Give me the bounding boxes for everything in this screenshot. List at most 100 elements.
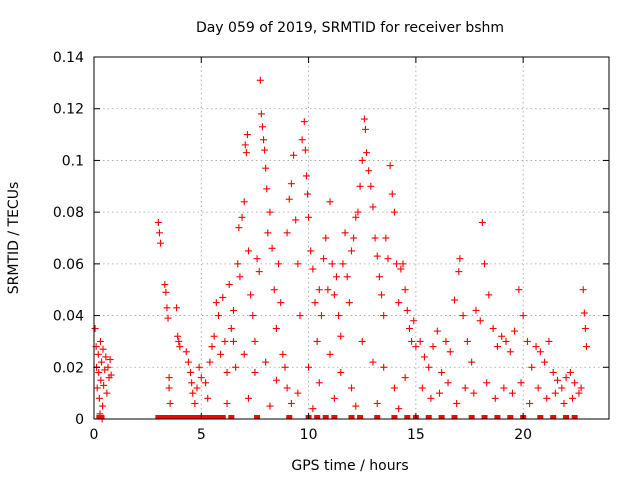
data-point xyxy=(508,389,516,397)
data-point xyxy=(361,125,369,133)
data-point xyxy=(219,293,227,301)
data-point xyxy=(328,260,336,268)
data-point xyxy=(358,337,366,345)
data-point xyxy=(427,394,435,402)
data-point xyxy=(416,337,424,345)
zero-data-point xyxy=(165,415,172,419)
data-point xyxy=(332,273,340,281)
data-point xyxy=(560,399,568,407)
zero-data-point xyxy=(210,415,217,419)
plot-frame xyxy=(93,56,610,420)
data-point xyxy=(554,376,561,384)
data-point xyxy=(326,198,334,206)
data-point xyxy=(444,379,452,387)
data-point xyxy=(238,213,246,221)
data-point xyxy=(256,76,264,84)
data-point xyxy=(580,309,588,317)
data-point xyxy=(386,162,394,170)
data-point xyxy=(296,312,304,320)
data-point xyxy=(425,363,433,371)
data-point xyxy=(502,337,510,345)
data-point xyxy=(401,374,409,382)
data-point xyxy=(433,327,441,335)
data-point xyxy=(100,381,108,389)
data-point xyxy=(263,185,271,193)
zero-data-point xyxy=(425,415,432,419)
data-point xyxy=(343,273,351,281)
data-point xyxy=(164,314,172,322)
data-point xyxy=(95,368,103,376)
data-point xyxy=(455,268,463,276)
data-point xyxy=(242,149,250,157)
data-point xyxy=(298,136,306,144)
data-point xyxy=(569,394,577,402)
data-point xyxy=(317,312,325,320)
data-point xyxy=(459,312,467,320)
data-point xyxy=(174,332,182,340)
zero-data-point xyxy=(254,415,261,419)
zero-data-point xyxy=(161,415,168,419)
y-tick-label: 0.14 xyxy=(53,50,84,66)
zero-data-point xyxy=(322,415,329,419)
data-point xyxy=(481,260,489,268)
zero-data-point xyxy=(391,415,398,419)
zero-data-point xyxy=(168,415,175,419)
data-point xyxy=(206,358,214,366)
data-point xyxy=(558,384,566,392)
zero-data-point xyxy=(537,415,544,419)
data-point xyxy=(335,312,343,320)
y-tick-label: 0.1 xyxy=(62,153,84,169)
data-point xyxy=(476,317,484,325)
data-point xyxy=(165,384,173,392)
zero-data-point xyxy=(438,415,445,419)
zero-data-point xyxy=(98,415,105,419)
data-point xyxy=(367,182,375,190)
zero-data-point xyxy=(404,415,411,419)
data-point xyxy=(420,353,428,361)
data-point xyxy=(240,350,248,358)
data-point xyxy=(272,376,280,384)
data-point xyxy=(227,325,235,332)
data-point xyxy=(91,325,99,332)
data-point xyxy=(395,405,403,413)
zero-data-point xyxy=(177,415,184,419)
data-point xyxy=(240,198,248,206)
data-point xyxy=(290,151,298,159)
data-point xyxy=(163,304,171,312)
data-point xyxy=(373,399,381,407)
data-point xyxy=(393,260,401,268)
data-point xyxy=(326,350,334,358)
data-point xyxy=(320,255,328,263)
data-point xyxy=(543,394,551,402)
data-point xyxy=(262,164,270,172)
zero-data-point xyxy=(228,415,235,419)
x-tick-label: 5 xyxy=(197,427,206,443)
data-point xyxy=(102,353,110,361)
data-point xyxy=(315,379,323,387)
data-point xyxy=(258,123,266,131)
data-point xyxy=(277,299,285,307)
data-point xyxy=(352,402,360,410)
data-point xyxy=(500,384,508,392)
data-point xyxy=(260,136,268,144)
data-point xyxy=(243,131,251,139)
data-point xyxy=(234,260,242,268)
data-point xyxy=(523,337,531,345)
zero-data-point xyxy=(451,415,458,419)
data-point xyxy=(382,234,390,242)
data-point xyxy=(107,371,115,379)
data-point xyxy=(245,247,252,255)
zero-data-point xyxy=(357,415,364,419)
data-point xyxy=(412,343,420,351)
y-tick-label: 0.02 xyxy=(53,360,84,376)
data-point xyxy=(279,350,287,358)
y-tick-label: 0.12 xyxy=(53,102,84,118)
zero-data-point xyxy=(158,415,165,419)
data-point xyxy=(305,363,313,371)
zero-data-point xyxy=(494,415,501,419)
data-point xyxy=(485,291,493,299)
data-point xyxy=(313,337,321,345)
data-point xyxy=(104,363,112,371)
data-point xyxy=(575,389,583,397)
zero-data-point xyxy=(171,415,178,419)
